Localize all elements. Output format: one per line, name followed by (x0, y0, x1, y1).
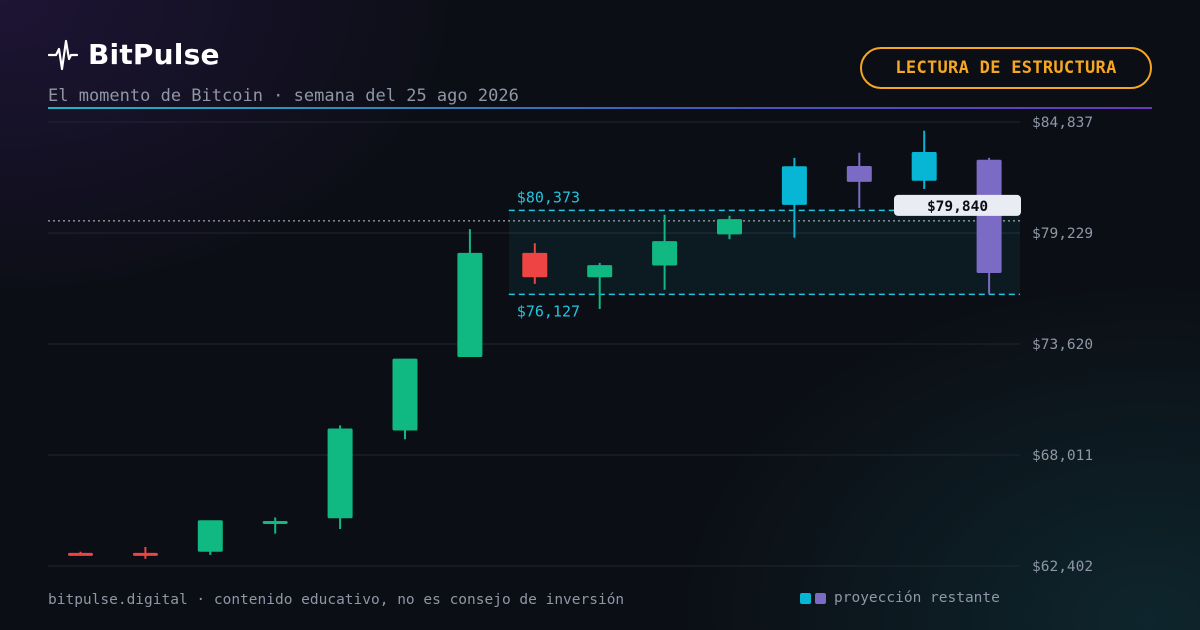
candle-body (587, 265, 613, 278)
y-tick-label: $62,402 (1032, 559, 1093, 575)
y-tick-label: $73,620 (1032, 337, 1093, 353)
candle-body (781, 166, 807, 205)
candle-body (457, 252, 483, 358)
current-price-label: $79,840 (927, 199, 988, 215)
candle-body (652, 241, 678, 266)
pulse-icon (48, 39, 78, 70)
current-price-tag (894, 194, 1021, 216)
legend-swatch-purple (815, 592, 826, 604)
subtitle: El momento de Bitcoin · semana del 25 ag… (48, 86, 519, 106)
candle-body (522, 252, 548, 278)
candle-body (392, 358, 418, 431)
header-divider (48, 107, 1152, 109)
footer-text: bitpulse.digital · contenido educativo, … (48, 592, 625, 608)
candle-body (717, 219, 742, 235)
brand: BitPulse (48, 38, 220, 71)
brand-name: BitPulse (88, 38, 220, 71)
legend: proyección restante (800, 590, 1000, 606)
range-high-label: $80,373 (517, 188, 580, 206)
range-low-label: $76,127 (517, 302, 580, 320)
structure-badge: LECTURA DE ESTRUCTURA (860, 47, 1152, 89)
candle-body (197, 520, 223, 552)
candle-body (976, 159, 1002, 273)
candle-body (327, 428, 353, 519)
y-tick-label: $84,837 (1032, 115, 1093, 131)
y-tick-label: $68,011 (1032, 448, 1093, 464)
candle-body (911, 152, 937, 181)
candle-body (262, 521, 288, 525)
legend-label: proyección restante (834, 590, 1000, 606)
candle-body (68, 552, 93, 556)
candle-body (132, 552, 158, 556)
range-zone (508, 210, 1020, 295)
candle-body (846, 165, 872, 182)
legend-swatch-cyan (800, 592, 811, 604)
y-tick-label: $79,229 (1032, 226, 1093, 242)
